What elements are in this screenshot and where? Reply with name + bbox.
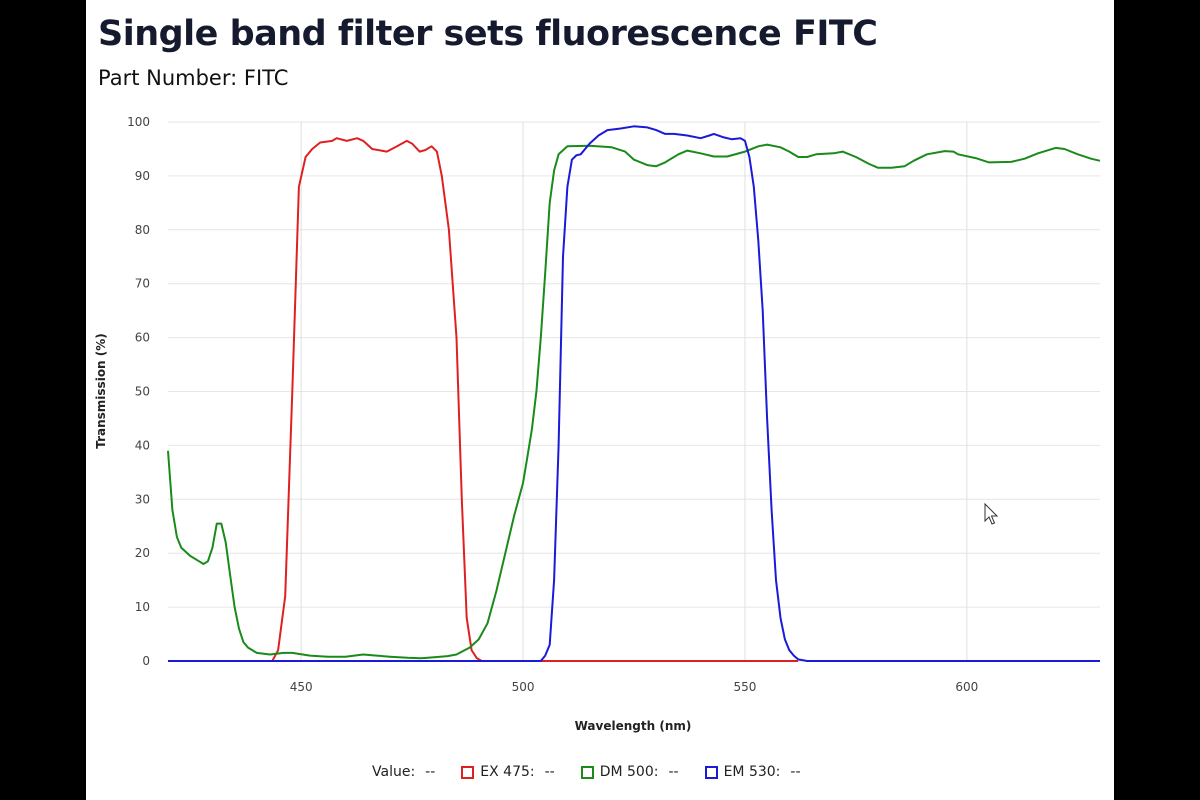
y-tick-label: 90 (135, 169, 150, 183)
series-lines (167, 125, 1101, 662)
series-line-dm500 (167, 143, 1101, 660)
series-line-em530 (168, 125, 1100, 662)
legend-item-em530[interactable]: EM 530: -- (704, 764, 801, 780)
y-tick-label: 80 (135, 223, 150, 237)
y-tick-label: 60 (135, 331, 150, 345)
y-tick-label: 50 (135, 385, 150, 399)
page: Single band filter sets fluorescence FIT… (86, 0, 1114, 800)
y-tick-label: 30 (135, 492, 150, 506)
x-tick-label: 450 (290, 680, 313, 694)
legend-item-dm500[interactable]: DM 500: -- (580, 764, 679, 780)
x-tick-label: 550 (733, 680, 756, 694)
page-title: Single band filter sets fluorescence FIT… (98, 14, 878, 54)
y-tick-label: 20 (135, 546, 150, 560)
part-number-label: Part Number: (98, 66, 238, 90)
x-tick-label: 600 (955, 680, 978, 694)
legend-swatch (461, 765, 475, 779)
part-number: Part Number: FITC (98, 66, 288, 90)
y-tick-label: 70 (135, 277, 150, 291)
x-axis-label: Wavelength (nm) (575, 719, 692, 733)
legend-swatch (704, 765, 718, 779)
mouse-cursor-icon (984, 502, 999, 525)
y-axis-label: Transmission (%) (94, 333, 108, 449)
legend: Value: -- EX 475: -- DM 500: -- EM 530: -- (372, 764, 827, 780)
part-number-value: FITC (243, 66, 289, 90)
x-tick-label: 500 (512, 680, 535, 694)
legend-item-ex475[interactable]: EX 475: -- (461, 764, 555, 780)
transmission-chart[interactable]: 0 10 20 30 40 50 60 70 80 90 100 450 500 550 600 Wavel… (86, 0, 1114, 760)
y-tick-label: 40 (135, 438, 150, 452)
grid (168, 121, 1100, 662)
legend-swatch (580, 765, 594, 779)
y-tick-label: 0 (142, 654, 150, 668)
ticks: 0 10 20 30 40 50 60 70 80 90 100 450 500 550 600 (127, 115, 978, 694)
series-line-ex475 (168, 137, 799, 662)
y-tick-label: 100 (127, 115, 150, 129)
legend-value: Value: -- (372, 764, 436, 780)
y-tick-label: 10 (135, 600, 150, 614)
